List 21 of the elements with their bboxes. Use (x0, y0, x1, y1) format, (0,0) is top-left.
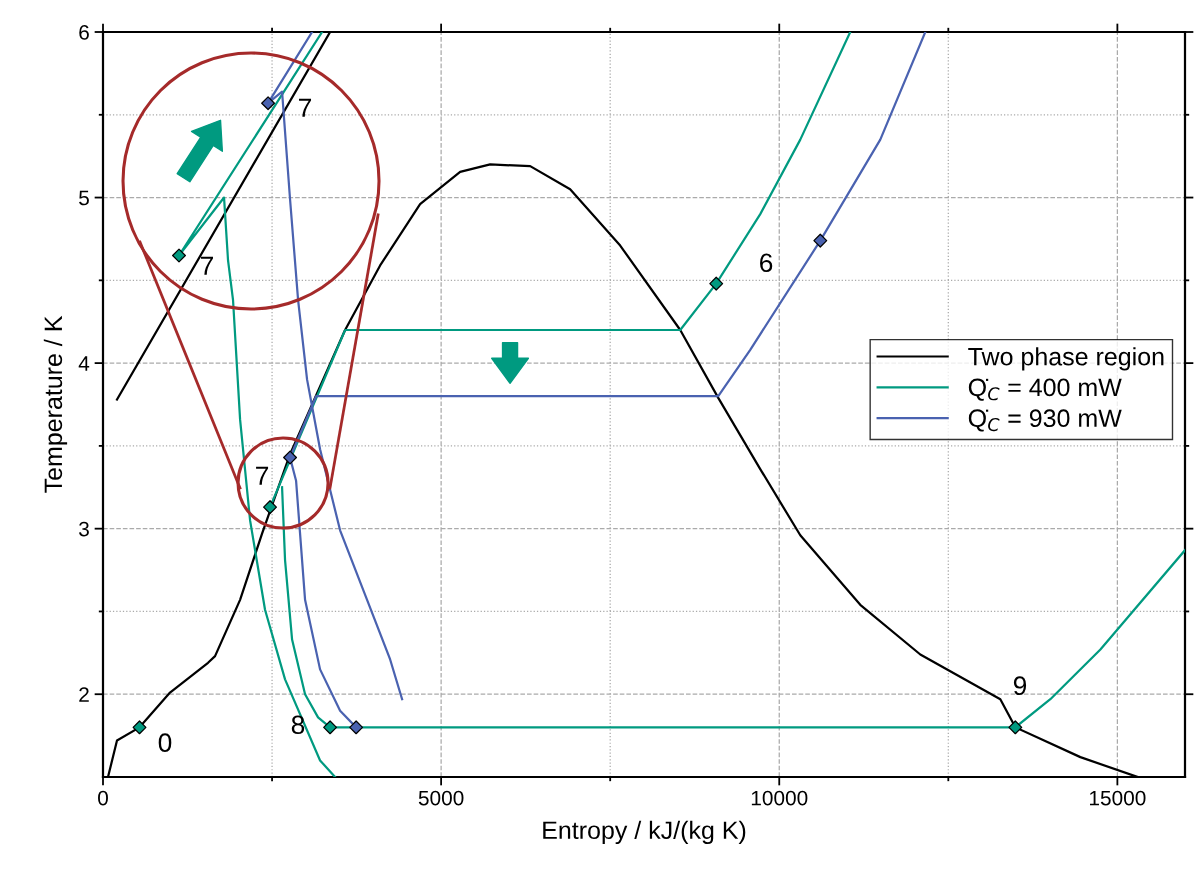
legend-label: Q̇$_{C}$ = 930 mW (968, 409, 1122, 432)
x-tick-label: 10000 (751, 790, 808, 806)
y-axis-title: Temperature / K (43, 315, 68, 493)
legend-label: Two phase region (968, 347, 1164, 371)
annotation: 0 (158, 733, 172, 753)
annotation: 7 (201, 256, 213, 275)
annotation: 7 (299, 98, 312, 117)
x-tick-label: 15000 (1090, 790, 1146, 806)
x-tick-label: 5000 (418, 790, 464, 806)
y-tick-label: 2 (79, 687, 89, 702)
x-tick-label: 0 (98, 790, 108, 806)
x-axis-title: Entropy / kJ/(kg K) (543, 820, 746, 845)
legend-label: Q̇$_{C}$ = 400 mW (968, 378, 1122, 401)
y-tick-label: 4 (78, 356, 90, 371)
annotation: 9 (1013, 676, 1027, 696)
y-tick-label: 3 (79, 521, 89, 537)
y-tick-label: 6 (79, 25, 89, 40)
annotation: 6 (760, 253, 773, 273)
y-tick-label: 5 (79, 190, 89, 206)
annotation: 8 (291, 715, 305, 735)
annotation: 7 (256, 466, 269, 485)
